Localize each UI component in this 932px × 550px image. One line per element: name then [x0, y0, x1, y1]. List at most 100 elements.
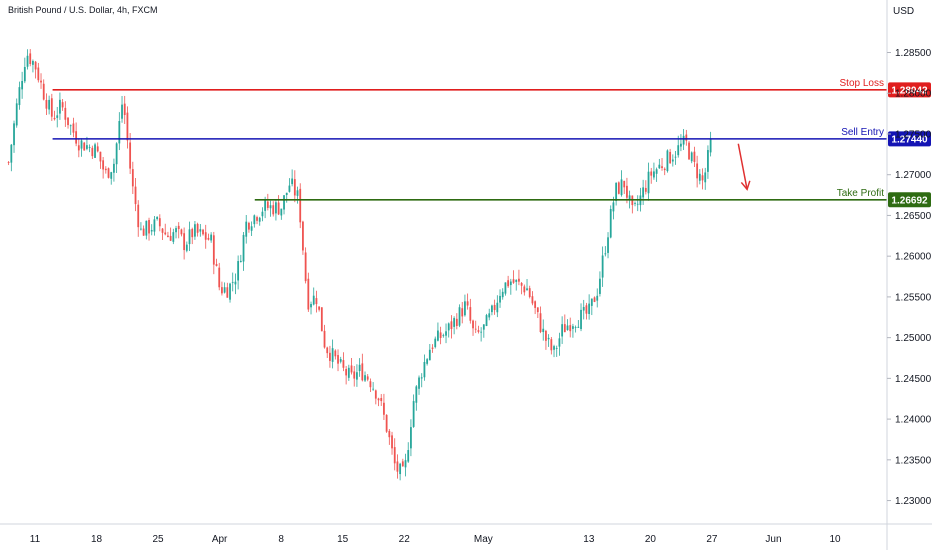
candle-body — [626, 185, 628, 198]
candle-body — [361, 363, 364, 381]
candle-body — [261, 211, 264, 217]
candle-body — [501, 291, 504, 298]
candle-body — [137, 204, 140, 228]
candle-body — [572, 326, 574, 329]
candle-body — [169, 235, 172, 241]
candle-body — [442, 335, 445, 337]
candle-body — [426, 359, 429, 364]
candle-body — [450, 321, 453, 330]
y-tick-label: 1.23000 — [895, 496, 932, 507]
candle-body — [415, 386, 418, 403]
candle-body — [121, 104, 123, 119]
x-tick-label: 27 — [706, 534, 718, 545]
candle-body — [685, 134, 688, 141]
candle-body — [620, 179, 623, 196]
take-profit-label: Take Profit — [837, 188, 884, 199]
candle-body — [469, 307, 472, 321]
candle-body — [288, 185, 291, 192]
x-tick-label: 8 — [278, 534, 284, 545]
candle-body — [158, 218, 161, 227]
candle-body — [202, 229, 204, 235]
candle-body — [542, 328, 545, 333]
candle-body — [26, 55, 29, 67]
candle-body — [496, 302, 499, 313]
candle-body — [140, 228, 142, 230]
candle-body — [315, 298, 318, 305]
candle-body — [663, 168, 666, 171]
candle-body — [237, 261, 240, 281]
candle-body — [191, 228, 194, 238]
candle-body — [91, 147, 94, 157]
candle-body — [280, 208, 283, 216]
candle-body — [353, 371, 356, 379]
candle-body — [75, 131, 78, 144]
candle-body — [666, 150, 669, 172]
candle-body — [653, 171, 655, 178]
candle-body — [488, 313, 491, 318]
candle-body — [310, 304, 312, 308]
candle-body — [674, 156, 677, 158]
candle-body — [185, 244, 188, 251]
candle-body — [188, 229, 191, 245]
candle-body — [196, 223, 199, 233]
candle-body — [304, 252, 307, 282]
candle-body — [580, 309, 582, 330]
x-tick-label: 13 — [583, 534, 595, 545]
candle-body — [707, 150, 709, 172]
candle-body — [491, 305, 493, 313]
currency-label[interactable]: USD — [893, 6, 915, 17]
candle-body — [56, 115, 59, 118]
candle-body — [239, 260, 242, 262]
y-tick-label: 1.24000 — [895, 415, 932, 426]
candle-body — [212, 235, 215, 265]
candle-body — [299, 188, 302, 223]
candle-body — [445, 331, 447, 336]
candle-body — [337, 355, 339, 364]
candle-body — [142, 228, 145, 236]
candle-body — [223, 287, 226, 293]
candle-body — [329, 352, 331, 361]
candle-body — [18, 87, 21, 106]
candle-body — [318, 306, 321, 310]
candle-body — [688, 142, 690, 160]
candle-body — [339, 359, 342, 362]
candle-body — [380, 398, 383, 402]
candle-body — [177, 225, 180, 230]
candle-body — [199, 229, 202, 232]
candle-body — [569, 325, 572, 332]
candle-body — [307, 278, 310, 310]
candle-body — [499, 295, 501, 303]
annotations — [737, 143, 751, 191]
candle-body — [372, 388, 375, 390]
candle-body — [526, 288, 528, 291]
stop-loss-price-value: 1.28042 — [891, 85, 928, 96]
candle-body — [167, 235, 169, 238]
y-tick-label: 1.28500 — [895, 48, 932, 59]
candle-body — [83, 142, 86, 151]
take-profit-price-tag — [888, 192, 931, 208]
candle-body — [466, 301, 469, 306]
candle-body — [113, 163, 115, 173]
stop-loss-price-tag — [888, 82, 931, 98]
candle-body — [504, 282, 507, 294]
candle-body — [507, 280, 510, 287]
candle-body — [61, 102, 64, 108]
candle-body — [574, 327, 577, 328]
candle-body — [601, 255, 604, 278]
candle-body — [418, 377, 420, 389]
candle-body — [682, 135, 685, 145]
candle-body — [334, 350, 337, 357]
candle-body — [145, 220, 148, 236]
x-tick-label: 10 — [829, 534, 841, 545]
candle-body — [545, 330, 547, 341]
candle-body — [609, 209, 612, 238]
candle-body — [420, 377, 423, 379]
candle-body — [183, 233, 186, 251]
candle-body — [229, 283, 231, 300]
candle-body — [69, 125, 72, 127]
candle-body — [536, 307, 539, 313]
candle-body — [593, 297, 596, 302]
